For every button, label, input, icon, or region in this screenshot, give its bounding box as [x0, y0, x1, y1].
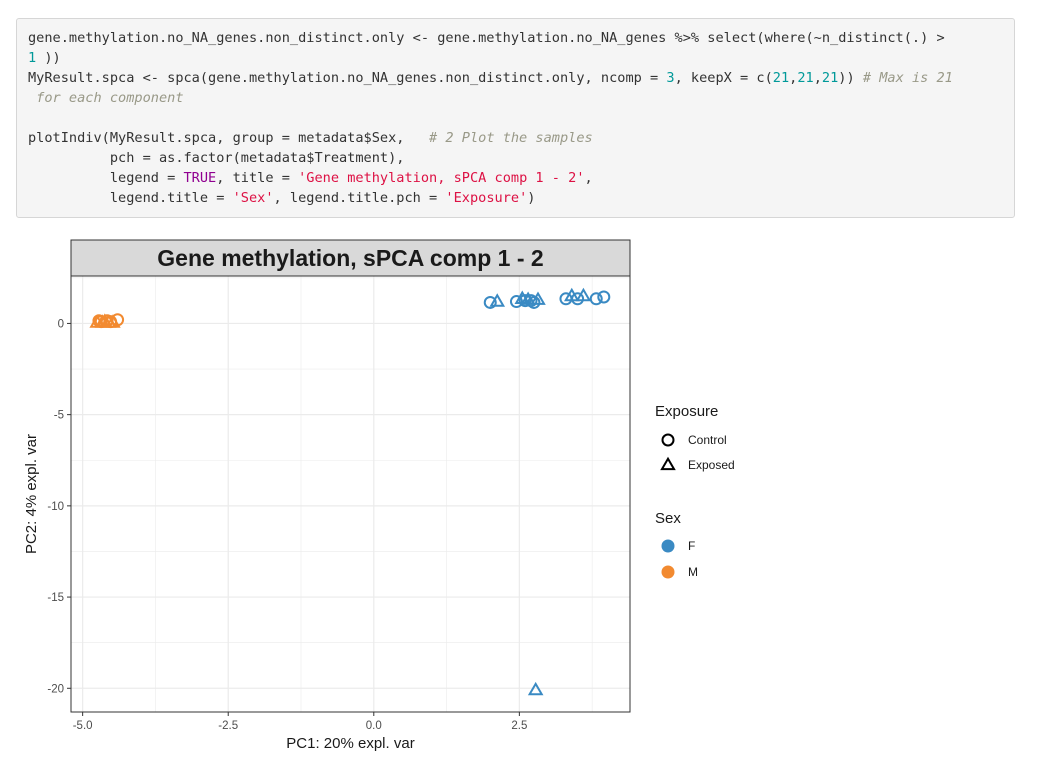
code-line: gene.methylation.no_NA_genes.non_distinc… — [28, 28, 1003, 48]
data-point — [527, 681, 544, 696]
data-point — [509, 295, 523, 309]
x-tick-label: -5.0 — [73, 720, 93, 732]
data-point — [575, 287, 592, 302]
panel-border — [70, 275, 631, 713]
code-token: 'Gene methylation, sPCA comp 1 - 2' — [298, 170, 585, 186]
axis-ticks: -5.0 -2.5 0.0 2.5 0 -5 -10 -15 -20 — [47, 318, 527, 732]
code-token: 3 — [666, 70, 675, 86]
y-tick-label: -20 — [47, 683, 64, 695]
chart-title: Gene methylation, sPCA comp 1 - 2 — [157, 245, 543, 271]
title-strip — [70, 239, 631, 277]
legend-label: F — [688, 539, 695, 553]
x-tick-label: 0.0 — [366, 720, 382, 732]
code-token: 21 — [821, 70, 839, 86]
data-point — [597, 290, 611, 304]
data-point — [518, 294, 532, 308]
code-token: pch = as.factor(metadata$Treatment), — [28, 150, 405, 166]
code-token: , title = — [216, 170, 299, 186]
code-line: pch = as.factor(metadata$Treatment), — [28, 148, 1003, 168]
x-axis-label: PC1: 20% expl. var — [286, 735, 414, 752]
code-lines: gene.methylation.no_NA_genes.non_distinc… — [28, 28, 1003, 208]
code-token: )) — [36, 50, 61, 66]
code-line: MyResult.spca <- spca(gene.methylation.n… — [28, 68, 1003, 88]
data-point — [530, 291, 546, 305]
data-point — [111, 313, 125, 327]
legend-key-circle — [661, 433, 675, 447]
data-point — [589, 292, 603, 306]
code-token: , keepX = c( — [674, 70, 773, 86]
legend-label: Control — [688, 433, 727, 447]
code-token: 21 — [797, 70, 814, 86]
legend-title-sex: Sex — [655, 510, 681, 527]
code-token: , — [584, 170, 593, 186]
data-point — [571, 292, 585, 306]
y-axis-label: PC2: 4% expl. var — [23, 434, 40, 554]
legend-key-color — [661, 539, 675, 553]
legend-key-color — [661, 565, 675, 579]
legend-title-exposure: Exposure — [655, 403, 718, 420]
code-token: , — [813, 70, 822, 86]
code-line: legend.title = 'Sex', legend.title.pch =… — [28, 188, 1003, 208]
code-block: gene.methylation.no_NA_genes.non_distinc… — [16, 18, 1015, 218]
plot-area: Gene methylation, sPCA comp 1 - 2 -5.0 -2… — [0, 228, 1050, 767]
legend-key-triangle — [660, 456, 676, 471]
x-tick-label: 2.5 — [511, 720, 527, 732]
code-line: 1 )) — [28, 48, 1003, 68]
code-token: # 2 Plot the samples — [429, 130, 593, 146]
code-token: MyResult.spca <- spca(gene.methylation.n… — [28, 70, 667, 86]
code-token: , legend.title.pch = — [273, 190, 446, 206]
code-line — [28, 108, 1003, 128]
code-line: plotIndiv(MyResult.spca, group = metadat… — [28, 128, 1003, 148]
code-token: ) — [527, 190, 536, 206]
grid-lines — [71, 276, 630, 712]
code-token: 'Sex' — [232, 190, 274, 206]
legend-label: M — [688, 565, 698, 579]
code-token: # Max is 21 — [862, 70, 953, 86]
code-token: legend.title = — [28, 190, 233, 206]
y-tick-label: -5 — [54, 410, 64, 422]
code-token: 'Exposure' — [445, 190, 528, 206]
data-point — [489, 293, 506, 307]
data-point — [105, 314, 121, 328]
y-tick-label: -10 — [47, 501, 64, 513]
y-tick-label: -15 — [47, 592, 64, 604]
y-tick-label: 0 — [58, 318, 64, 330]
scatter-chart: Gene methylation, sPCA comp 1 - 2 -5.0 -2… — [23, 239, 735, 752]
legend-label: Exposed — [688, 458, 735, 472]
code-token: 21 — [772, 70, 790, 86]
code-token: )) — [838, 70, 863, 86]
code-line: for each component — [28, 88, 1003, 108]
code-token: , — [789, 70, 798, 86]
x-tick-label: -2.5 — [218, 720, 238, 732]
code-token: for each component — [28, 90, 184, 106]
code-token: 1 — [28, 50, 37, 66]
legend: Exposure Control Exposed Sex FM — [655, 403, 735, 579]
data-point — [527, 295, 541, 309]
code-token: plotIndiv(MyResult.spca, group = metadat… — [28, 130, 430, 146]
data-points — [89, 287, 611, 696]
code-token: legend = — [28, 170, 184, 186]
code-token: gene.methylation.no_NA_genes.non_distinc… — [28, 30, 945, 46]
code-line: legend = TRUE, title = 'Gene methylation… — [28, 168, 1003, 188]
code-token: TRUE — [183, 170, 217, 186]
data-point — [483, 295, 497, 309]
